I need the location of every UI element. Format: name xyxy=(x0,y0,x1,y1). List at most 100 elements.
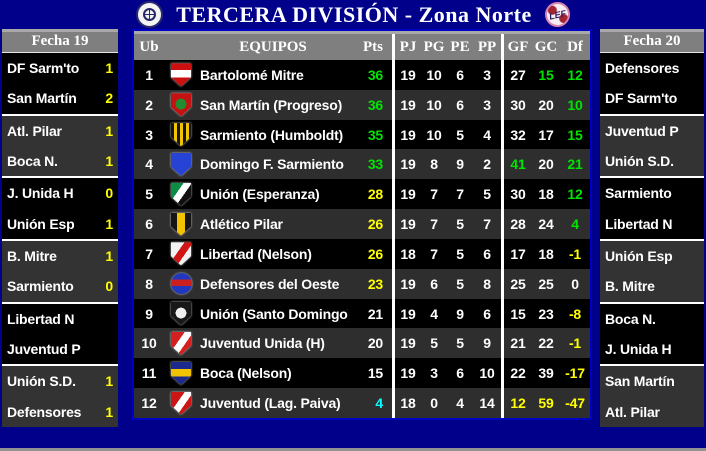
goals-against-cell: 23 xyxy=(538,305,554,322)
fecha20-panel: Fecha 20 Defensores DF Sarm'to Juventud … xyxy=(600,29,704,427)
team-logo-cell xyxy=(164,123,198,147)
team-logo-icon xyxy=(171,302,191,326)
position-cell: 3 xyxy=(145,126,153,143)
team-logo-cell xyxy=(164,361,198,385)
fixture-row: San Martín 2 xyxy=(2,83,118,116)
team-logo-cell xyxy=(164,63,198,87)
team-name-cell: Boca (Nelson) xyxy=(200,365,292,382)
col-header-pg: PG xyxy=(423,38,445,55)
team-name-cell: Juventud Unida (H) xyxy=(200,335,325,352)
col-header-gf: GF xyxy=(507,38,529,55)
fixture-team-name: Libertad N xyxy=(605,215,673,232)
column-separator xyxy=(501,34,504,60)
points-cell: 21 xyxy=(367,305,383,322)
column-separator xyxy=(501,149,504,180)
goals-against-cell: 18 xyxy=(538,245,554,262)
won-cell: 8 xyxy=(430,156,438,173)
goal-diff-cell: 10 xyxy=(567,96,583,113)
fixture-row: J. Unida H 0 xyxy=(2,178,118,209)
fixture-team-name: B. Mitre xyxy=(7,248,57,265)
points-cell: 26 xyxy=(367,216,383,233)
column-separator xyxy=(501,179,504,210)
column-separator xyxy=(392,388,395,418)
won-cell: 6 xyxy=(430,275,438,292)
fixture-team-name: Defensores xyxy=(7,403,82,420)
team-logo-icon xyxy=(171,212,191,236)
fixture-team-name: Sarmiento xyxy=(7,278,74,295)
team-name-cell: Unión (Esperanza) xyxy=(200,186,320,203)
fixture-team-name: Defensores xyxy=(605,60,680,77)
column-separator xyxy=(392,268,395,299)
fixture-team-name: J. Unida H xyxy=(605,341,672,358)
drawn-cell: 9 xyxy=(456,305,464,322)
fixture-row: San Martín xyxy=(600,366,704,397)
fixture-row: DF Sarm'to 1 xyxy=(2,53,118,84)
goals-against-cell: 25 xyxy=(538,275,554,292)
fixture-row: Boca N. xyxy=(600,303,704,334)
goals-for-cell: 30 xyxy=(510,96,526,113)
column-separator xyxy=(392,328,395,359)
team-name-cell: Atlético Pilar xyxy=(200,216,283,233)
goal-diff-cell: -1 xyxy=(568,335,582,352)
col-header-df: Df xyxy=(567,38,583,55)
standings-row: 5 Unión (Esperanza) 28 19 7 7 5 30 18 12 xyxy=(134,179,590,210)
team-logo-cell xyxy=(164,93,198,117)
won-cell: 10 xyxy=(426,96,442,113)
team-logo-icon xyxy=(171,361,191,385)
column-separator xyxy=(392,209,395,239)
points-cell: 15 xyxy=(367,365,383,382)
team-logo-cell xyxy=(164,302,198,326)
team-logo-cell xyxy=(164,182,198,206)
position-cell: 10 xyxy=(141,335,157,352)
standings-row: 2 San Martín (Progreso) 36 19 10 6 3 30 … xyxy=(134,89,590,120)
played-cell: 19 xyxy=(400,186,416,203)
column-separator xyxy=(392,298,395,329)
column-separator xyxy=(501,209,504,239)
team-logo-cell xyxy=(164,242,198,266)
column-separator xyxy=(392,238,395,269)
fixture-score: 0 xyxy=(105,278,113,295)
points-cell: 4 xyxy=(375,395,383,412)
won-cell: 7 xyxy=(430,245,438,262)
points-cell: 23 xyxy=(367,275,383,292)
team-name-cell: Juventud (Lag. Paiva) xyxy=(200,395,341,412)
goals-against-cell: 24 xyxy=(538,216,554,233)
played-cell: 19 xyxy=(400,275,416,292)
played-cell: 19 xyxy=(400,335,416,352)
fixture-row: Sarmiento xyxy=(600,178,704,209)
team-name-cell: Sarmiento (Humboldt) xyxy=(200,126,343,143)
fixture-score: 1 xyxy=(105,215,113,232)
drawn-cell: 6 xyxy=(456,66,464,83)
drawn-cell: 6 xyxy=(456,365,464,382)
team-logo-cell xyxy=(164,212,198,236)
fixture-score: 1 xyxy=(105,153,113,170)
fixture-row: DF Sarm'to xyxy=(600,83,704,116)
team-logo-icon xyxy=(171,242,191,266)
goals-for-cell: 22 xyxy=(510,365,526,382)
fixture-row: Atl. Pilar 1 xyxy=(2,115,118,146)
team-name-cell: Unión (Santo Domingo) xyxy=(200,305,348,322)
col-header-pp: PP xyxy=(477,38,497,55)
lost-cell: 3 xyxy=(483,66,491,83)
goals-against-cell: 18 xyxy=(538,186,554,203)
goal-diff-cell: -47 xyxy=(565,395,585,412)
played-cell: 18 xyxy=(400,245,416,262)
goal-diff-cell: 0 xyxy=(571,275,579,292)
column-separator xyxy=(501,60,504,90)
col-header-ub: Ub xyxy=(139,38,159,55)
position-cell: 8 xyxy=(145,275,153,292)
fixture-row: Libertad N xyxy=(600,208,704,241)
fecha19-panel: Fecha 19 DF Sarm'to 1 San Martín 2 Atl. … xyxy=(2,29,118,427)
fixture-row: Boca N. 1 xyxy=(2,145,118,179)
fixture-score: 1 xyxy=(105,373,113,390)
played-cell: 19 xyxy=(400,365,416,382)
lost-cell: 7 xyxy=(483,216,491,233)
position-cell: 6 xyxy=(145,216,153,233)
lost-cell: 2 xyxy=(483,156,491,173)
fixture-row: Defensores xyxy=(600,53,704,84)
played-cell: 19 xyxy=(400,126,416,143)
goals-for-cell: 15 xyxy=(510,305,526,322)
team-logo-cell xyxy=(164,391,198,415)
team-logo-icon xyxy=(171,152,191,176)
fixture-row: Sarmiento 0 xyxy=(2,271,118,304)
